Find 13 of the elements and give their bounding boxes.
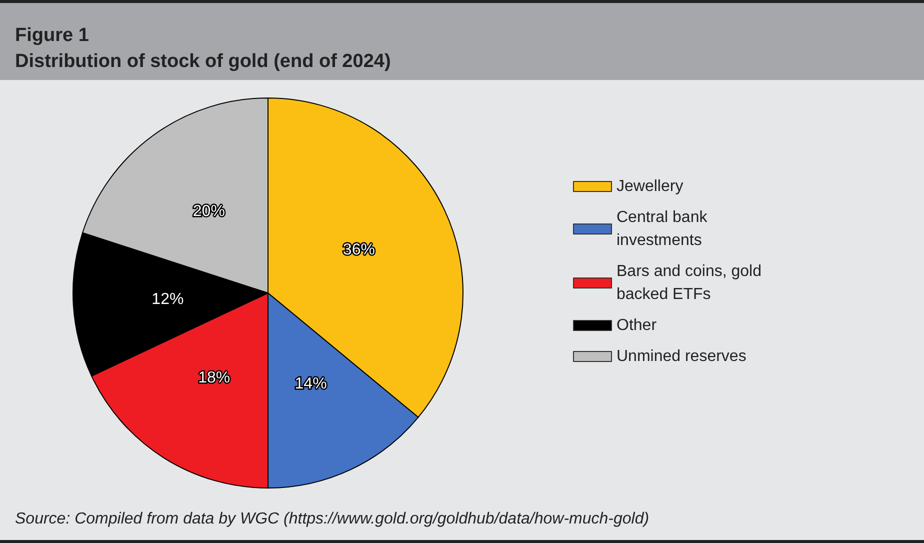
data-label: 12% (152, 290, 184, 308)
legend-label: Bars and coins, gold backed ETFs (616, 263, 766, 303)
data-label: 18% (198, 369, 230, 386)
chart-subtitle: Distribution of stock of gold (end of 2024) (15, 51, 391, 72)
legend-label: Unmined reserves (616, 348, 746, 365)
source-note: Source: Compiled from data by WGC (https://www.gold.org/goldhub/data/how-much-gold) (15, 510, 650, 528)
legend-label: Jewellery (616, 178, 684, 195)
legend-label: Other (616, 317, 658, 334)
legend-label: Central bank investments (616, 209, 712, 249)
chart-title: Figure 1 (15, 25, 90, 46)
data-label: 14% (294, 375, 327, 392)
data-label: 20% (192, 203, 225, 220)
data-label: 36% (342, 242, 375, 259)
